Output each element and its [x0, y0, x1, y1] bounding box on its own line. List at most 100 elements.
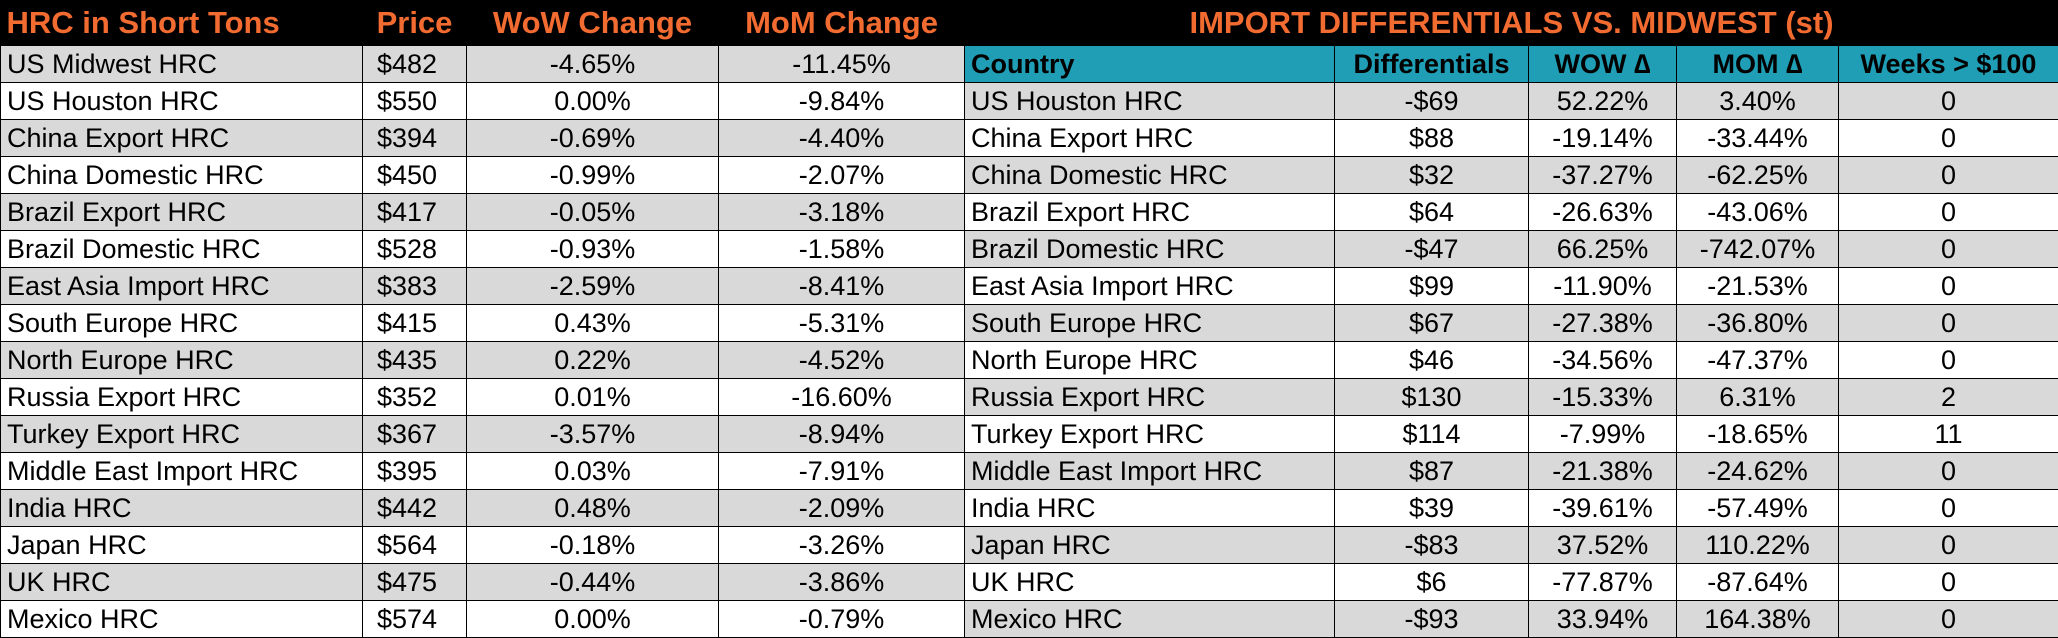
wow-change-cell: -4.65% [467, 46, 719, 83]
differential-cell: $32 [1335, 157, 1529, 194]
country-cell: East Asia Import HRC [965, 268, 1335, 305]
wow-delta-cell: 66.25% [1529, 231, 1677, 268]
table-row: UK HRC$6-77.87%-87.64%0 [965, 564, 2058, 601]
mom-change-cell: -9.84% [719, 83, 965, 120]
product-name-cell: China Domestic HRC [1, 157, 363, 194]
wow-change-cell: -0.05% [467, 194, 719, 231]
price-cell: $528 [363, 231, 467, 268]
weeks-over-100-cell: 0 [1839, 120, 2058, 157]
table-row: South Europe HRC$67-27.38%-36.80%0 [965, 305, 2058, 342]
mom-change-cell: -3.26% [719, 527, 965, 564]
wow-delta-column-header: WOW ∆ [1529, 46, 1677, 83]
differential-cell: $39 [1335, 490, 1529, 527]
product-name-cell: UK HRC [1, 564, 363, 601]
table-row: China Export HRC$88-19.14%-33.44%0 [965, 120, 2058, 157]
wow-delta-cell: -11.90% [1529, 268, 1677, 305]
mom-change-cell: -11.45% [719, 46, 965, 83]
differential-cell: $99 [1335, 268, 1529, 305]
wow-delta-cell: -15.33% [1529, 379, 1677, 416]
mom-change-cell: -8.41% [719, 268, 965, 305]
mom-change-cell: -2.07% [719, 157, 965, 194]
wow-delta-cell: -27.38% [1529, 305, 1677, 342]
differential-cell: $46 [1335, 342, 1529, 379]
wow-delta-cell: -21.38% [1529, 453, 1677, 490]
product-name-cell: China Export HRC [1, 120, 363, 157]
price-cell: $450 [363, 157, 467, 194]
product-name-cell: Middle East Import HRC [1, 453, 363, 490]
differential-cell: $88 [1335, 120, 1529, 157]
import-differentials-column-headers: Country Differentials WOW ∆ MOM ∆ Weeks … [965, 46, 2058, 83]
wow-delta-cell: 37.52% [1529, 527, 1677, 564]
country-cell: China Domestic HRC [965, 157, 1335, 194]
differential-cell: $67 [1335, 305, 1529, 342]
table-row: UK HRC$475-0.44%-3.86% [1, 564, 965, 601]
weeks-over-100-cell: 0 [1839, 268, 2058, 305]
mom-change-cell: -2.09% [719, 490, 965, 527]
weeks-over-100-cell: 0 [1839, 342, 2058, 379]
price-column-header: Price [363, 0, 467, 46]
country-cell: Japan HRC [965, 527, 1335, 564]
mom-change-cell: -0.79% [719, 601, 965, 638]
wow-change-cell: 0.03% [467, 453, 719, 490]
weeks-over-100-cell: 0 [1839, 490, 2058, 527]
product-name-cell: Turkey Export HRC [1, 416, 363, 453]
weeks-over-100-cell: 11 [1839, 416, 2058, 453]
price-cell: $394 [363, 120, 467, 157]
table-row: Brazil Export HRC$417-0.05%-3.18% [1, 194, 965, 231]
differential-cell: -$69 [1335, 83, 1529, 120]
table-row: Turkey Export HRC$367-3.57%-8.94% [1, 416, 965, 453]
mom-change-column-header: MoM Change [719, 0, 965, 46]
table-row: East Asia Import HRC$99-11.90%-21.53%0 [965, 268, 2058, 305]
differential-cell: $130 [1335, 379, 1529, 416]
table-row: China Export HRC$394-0.69%-4.40% [1, 120, 965, 157]
price-cell: $564 [363, 527, 467, 564]
price-cell: $574 [363, 601, 467, 638]
table-row: US Midwest HRC$482-4.65%-11.45% [1, 46, 965, 83]
mom-delta-cell: -47.37% [1677, 342, 1839, 379]
country-cell: UK HRC [965, 564, 1335, 601]
weeks-over-100-cell: 0 [1839, 453, 2058, 490]
weeks-over-100-column-header: Weeks > $100 [1839, 46, 2058, 83]
wow-change-cell: 0.43% [467, 305, 719, 342]
wow-change-cell: 0.22% [467, 342, 719, 379]
mom-change-cell: -4.52% [719, 342, 965, 379]
hrc-price-dashboard: HRC in Short Tons Price WoW Change MoM C… [0, 0, 2058, 621]
wow-change-cell: 0.00% [467, 601, 719, 638]
hrc-price-table: HRC in Short Tons Price WoW Change MoM C… [0, 0, 965, 638]
table-row: Russia Export HRC$130-15.33%6.31%2 [965, 379, 2058, 416]
product-name-cell: Russia Export HRC [1, 379, 363, 416]
wow-delta-cell: -26.63% [1529, 194, 1677, 231]
country-cell: Middle East Import HRC [965, 453, 1335, 490]
mom-delta-column-header: MOM ∆ [1677, 46, 1839, 83]
differential-cell: $64 [1335, 194, 1529, 231]
weeks-over-100-cell: 0 [1839, 305, 2058, 342]
hrc-table-title: HRC in Short Tons [1, 0, 363, 46]
wow-change-cell: -2.59% [467, 268, 719, 305]
price-cell: $367 [363, 416, 467, 453]
mom-change-cell: -7.91% [719, 453, 965, 490]
country-cell: South Europe HRC [965, 305, 1335, 342]
wow-change-cell: -0.99% [467, 157, 719, 194]
wow-change-cell: -0.44% [467, 564, 719, 601]
wow-delta-cell: 33.94% [1529, 601, 1677, 638]
price-cell: $417 [363, 194, 467, 231]
import-differentials-title: IMPORT DIFFERENTIALS VS. MIDWEST (st) [965, 0, 2058, 46]
differentials-column-header: Differentials [1335, 46, 1529, 83]
mom-delta-cell: 110.22% [1677, 527, 1839, 564]
price-cell: $442 [363, 490, 467, 527]
country-cell: Mexico HRC [965, 601, 1335, 638]
differential-cell: -$83 [1335, 527, 1529, 564]
weeks-over-100-cell: 0 [1839, 527, 2058, 564]
weeks-over-100-cell: 0 [1839, 194, 2058, 231]
country-cell: Brazil Export HRC [965, 194, 1335, 231]
